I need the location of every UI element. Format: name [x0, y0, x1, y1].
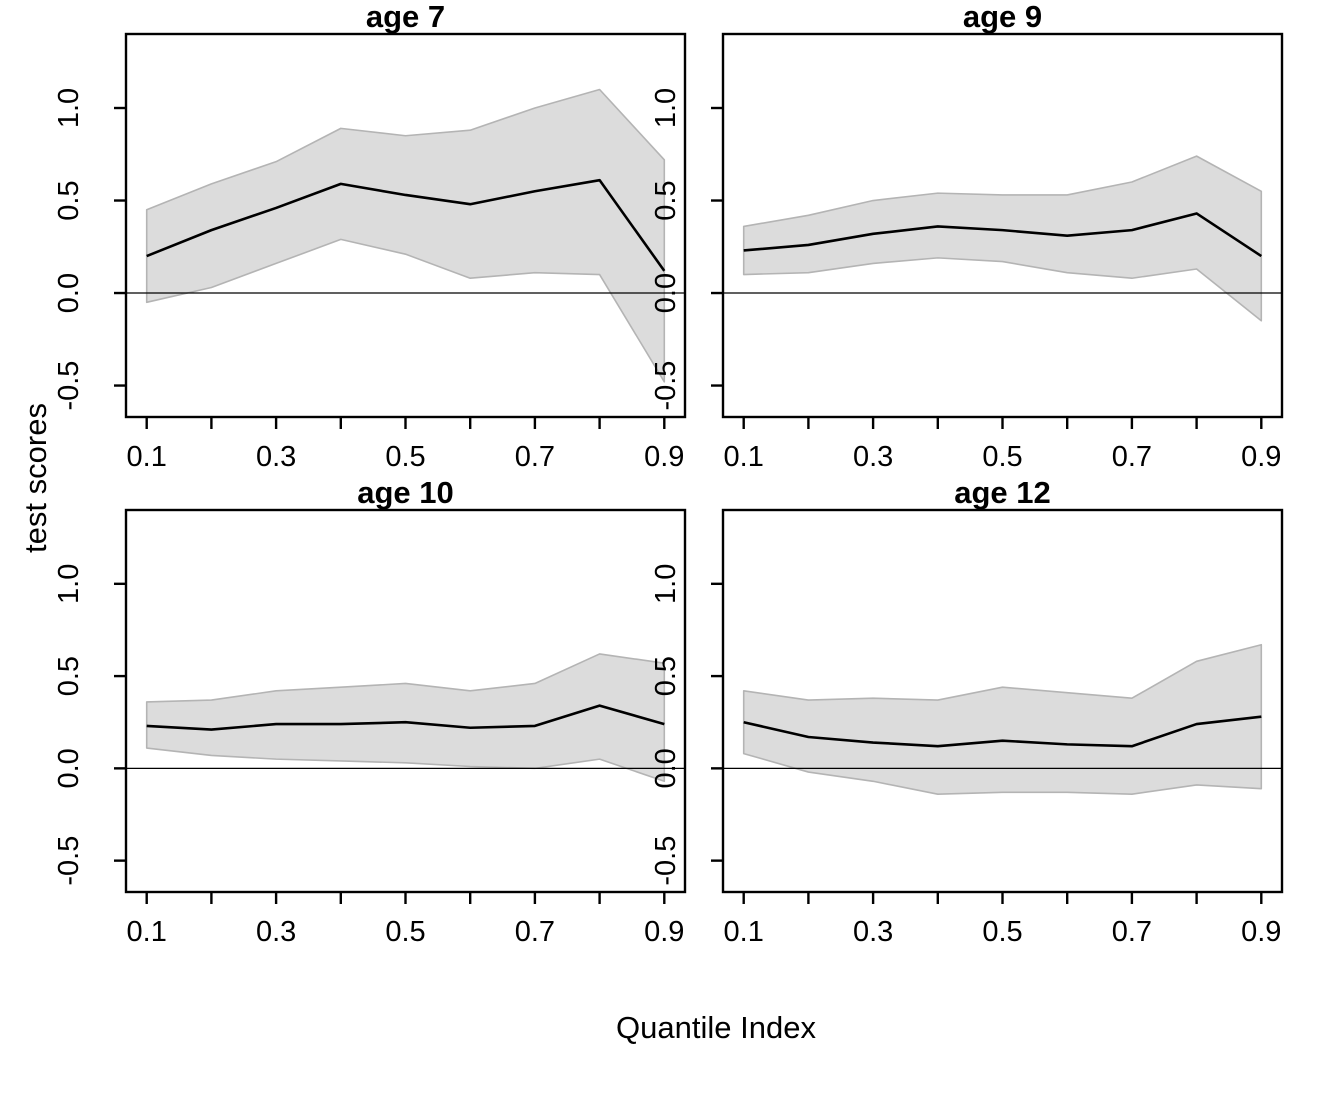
x-tick-label: 0.1: [127, 916, 167, 948]
panel-title: age 10: [357, 475, 454, 510]
y-tick-label: 0.5: [53, 180, 85, 220]
x-tick-label: 0.3: [853, 916, 893, 948]
y-tick-label: 0.5: [650, 180, 682, 220]
panel-age-7: 0.1 0.3 0.5 0.7 0.9 -0.5 0.0 0.5 1.0 age 7: [53, 0, 687, 473]
panel-title: age 9: [963, 0, 1042, 34]
confidence-band: [742, 155, 1263, 322]
x-tick-label: 0.1: [724, 916, 764, 948]
panel-title: age 7: [366, 0, 445, 34]
x-tick-label: 0.9: [644, 916, 684, 948]
estimate-line: [743, 715, 1262, 748]
x-axis-title: Quantile Index: [616, 1010, 816, 1045]
x-tick-label: 0.5: [385, 916, 425, 948]
y-tick-label: 0.0: [650, 273, 682, 313]
panel-title: age 12: [954, 475, 1051, 510]
panel-age-12: 0.1 0.3 0.5 0.7 0.9 -0.5 0.0 0.5 1.0 age 12: [650, 475, 1284, 948]
y-tick-label: 1.0: [53, 564, 85, 604]
panel-age-9: 0.1 0.3 0.5 0.7 0.9 -0.5 0.0 0.5 1.0 age 9: [650, 0, 1284, 473]
x-tick-label: 0.3: [256, 916, 296, 948]
confidence-band: [145, 653, 666, 783]
y-tick-label: -0.5: [53, 361, 85, 411]
x-tick-label: 0.7: [1112, 916, 1152, 948]
y-tick-label: 1.0: [53, 88, 85, 128]
panel-age-10: 0.1 0.3 0.5 0.7 0.9 -0.5 0.0 0.5 1.0 age 10: [53, 475, 687, 948]
y-axis-title: test scores: [18, 403, 53, 553]
y-tick-label: 0.0: [53, 273, 85, 313]
x-tick-label: 0.5: [982, 916, 1022, 948]
estimate-line: [146, 178, 666, 272]
y-tick-label: 1.0: [650, 564, 682, 604]
y-tick-label: 0.0: [650, 748, 682, 788]
x-tick-label: 0.7: [515, 916, 555, 948]
confidence-band: [145, 88, 666, 383]
x-tick-label: 0.1: [127, 441, 167, 473]
x-tick-label: 0.3: [853, 441, 893, 473]
confidence-band: [742, 643, 1263, 795]
x-tick-label: 0.3: [256, 441, 296, 473]
estimate-line: [743, 212, 1263, 258]
y-tick-label: -0.5: [53, 836, 85, 886]
y-tick-label: 1.0: [650, 88, 682, 128]
y-tick-label: -0.5: [650, 836, 682, 886]
y-tick-label: 0.0: [53, 748, 85, 788]
y-tick-label: -0.5: [650, 361, 682, 411]
x-tick-label: 0.1: [724, 441, 764, 473]
x-tick-label: 0.9: [1241, 441, 1281, 473]
estimate-line: [146, 704, 665, 731]
x-tick-label: 0.9: [644, 441, 684, 473]
x-tick-label: 0.5: [385, 441, 425, 473]
y-tick-label: 0.5: [650, 656, 682, 696]
x-tick-label: 0.9: [1241, 916, 1281, 948]
y-tick-label: 0.5: [53, 656, 85, 696]
x-tick-label: 0.7: [515, 441, 555, 473]
x-tick-label: 0.7: [1112, 441, 1152, 473]
x-tick-label: 0.5: [982, 441, 1022, 473]
